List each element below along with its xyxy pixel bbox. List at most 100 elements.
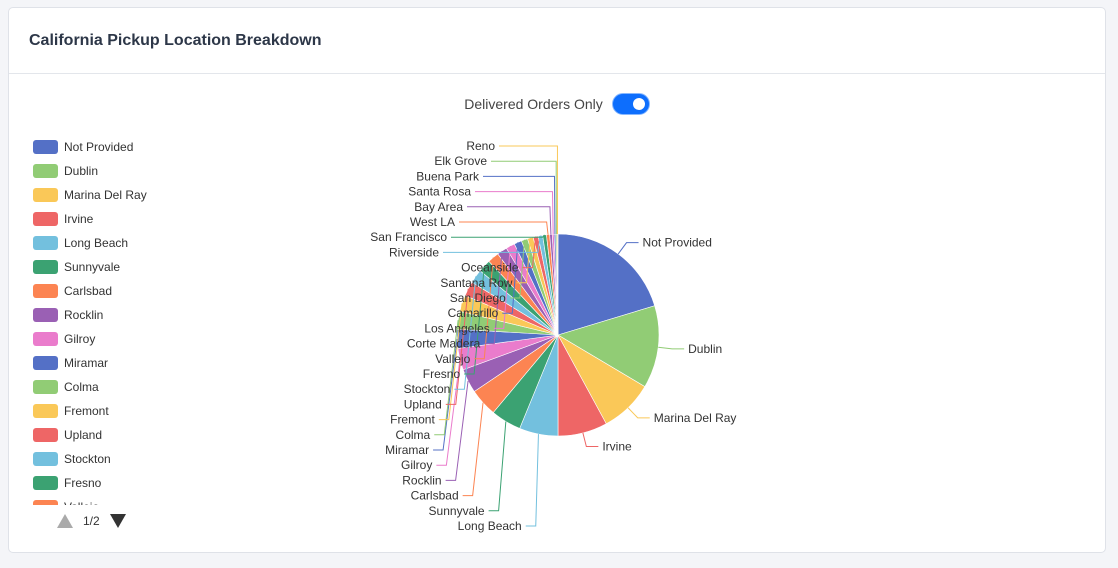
- slice-label: Sunnyvale: [429, 504, 485, 518]
- label-line: [462, 402, 484, 497]
- label-line: [627, 407, 650, 419]
- toggle-row: Delivered Orders Only: [9, 93, 1105, 115]
- delivered-only-toggle[interactable]: [611, 93, 650, 115]
- legend-label: Colma: [64, 380, 99, 394]
- slice-label: Elk Grove: [434, 154, 487, 168]
- legend-swatch: [33, 212, 58, 226]
- label-line: [459, 221, 549, 235]
- legend-label: Irvine: [64, 212, 94, 226]
- legend-label: Miramar: [64, 356, 108, 370]
- slice-label: Stockton: [404, 382, 451, 396]
- legend-swatch: [33, 332, 58, 346]
- pie-chart: Not Provided Dublin Marina Del Ray Irvine Lo…: [370, 139, 736, 533]
- legend-item[interactable]: Dublin: [33, 159, 233, 183]
- legend-pager: 1/2: [57, 514, 126, 528]
- card-title: California Pickup Location Breakdown: [29, 31, 322, 49]
- legend-item[interactable]: Miramar: [33, 351, 233, 375]
- legend-item[interactable]: Fremont: [33, 399, 233, 423]
- legend-item[interactable]: Marina Del Ray: [33, 183, 233, 207]
- slice-label: Camarillo: [448, 306, 499, 320]
- label-line: [617, 242, 639, 255]
- label-line: [658, 346, 685, 350]
- slice-label: Buena Park: [416, 169, 480, 183]
- label-line: [474, 257, 494, 360]
- chart-legend: Not Provided Dublin Marina Del Ray Irvine Lo…: [33, 135, 233, 505]
- legend-label: Vallejo: [64, 500, 99, 505]
- label-line: [491, 160, 557, 235]
- label-line: [475, 191, 554, 235]
- legend-swatch: [33, 308, 58, 322]
- legend-item[interactable]: Colma: [33, 375, 233, 399]
- legend-swatch: [33, 404, 58, 418]
- legend-item[interactable]: Gilroy: [33, 327, 233, 351]
- slice-label: Los Angeles: [424, 321, 489, 335]
- legend-label: Long Beach: [64, 236, 129, 250]
- legend-page-indicator: 1/2: [83, 514, 100, 528]
- slice-label: Oceanside: [461, 261, 519, 275]
- label-line: [502, 242, 519, 314]
- slice-label: Vallejo: [435, 352, 470, 366]
- slice-label: Miramar: [385, 443, 429, 457]
- slice-label: Bay Area: [414, 200, 463, 214]
- label-line: [467, 206, 552, 235]
- legend-item[interactable]: Not Provided: [33, 135, 233, 159]
- pie-slice[interactable]: [557, 233, 656, 336]
- legend-swatch: [33, 356, 58, 370]
- label-line: [484, 250, 503, 345]
- slice-label: Fresno: [423, 367, 461, 381]
- label-line: [488, 421, 507, 512]
- legend-label: Fremont: [64, 404, 109, 418]
- legend-swatch: [33, 500, 58, 505]
- legend-label: Sunnyvale: [64, 260, 121, 274]
- pie-slice[interactable]: [557, 305, 660, 388]
- legend-swatch: [33, 452, 58, 466]
- legend-item[interactable]: Sunnyvale: [33, 255, 233, 279]
- label-line: [522, 236, 537, 269]
- toggle-knob: [632, 98, 645, 110]
- slice-label: Upland: [404, 397, 442, 411]
- slice-label: Not Provided: [643, 236, 712, 250]
- legend-item[interactable]: Upland: [33, 423, 233, 447]
- label-line: [434, 320, 459, 436]
- label-line: [483, 175, 556, 235]
- label-line: [499, 145, 559, 235]
- legend-label: Gilroy: [64, 332, 96, 346]
- label-line: [582, 432, 599, 447]
- label-line: [438, 303, 463, 421]
- legend-swatch: [33, 380, 58, 394]
- legend-item[interactable]: Long Beach: [33, 231, 233, 255]
- label-line: [493, 245, 511, 329]
- slice-label: Dublin: [688, 342, 722, 356]
- slice-label: West LA: [410, 215, 455, 229]
- label-line: [464, 265, 485, 375]
- legend-item[interactable]: Vallejo: [33, 495, 233, 505]
- toggle-label: Delivered Orders Only: [464, 96, 603, 112]
- legend-next-page-icon[interactable]: [109, 514, 126, 528]
- legend-item[interactable]: Carlsbad: [33, 279, 233, 303]
- legend-swatch: [33, 476, 58, 490]
- label-line: [451, 234, 545, 238]
- label-line: [525, 434, 539, 527]
- legend-label: Rocklin: [64, 308, 104, 322]
- slice-label: Reno: [466, 139, 495, 153]
- slice-label: Fremont: [390, 413, 435, 427]
- slice-label: Carlsbad: [411, 489, 459, 503]
- legend-label: Stockton: [64, 452, 111, 466]
- chart-card: California Pickup Location Breakdown Del…: [8, 7, 1106, 553]
- legend-label: Upland: [64, 428, 103, 442]
- slice-label: Long Beach: [458, 519, 522, 533]
- slice-label: Santa Rosa: [408, 185, 471, 199]
- legend-item[interactable]: Stockton: [33, 447, 233, 471]
- label-line: [445, 380, 469, 481]
- legend-item[interactable]: Fresno: [33, 471, 233, 495]
- legend-item[interactable]: Irvine: [33, 207, 233, 231]
- legend-prev-page-icon[interactable]: [57, 514, 73, 528]
- legend-item[interactable]: Rocklin: [33, 303, 233, 327]
- label-line: [433, 338, 458, 451]
- label-line: [443, 235, 541, 253]
- legend-label: Fresno: [64, 476, 102, 490]
- legend-swatch: [33, 188, 58, 202]
- legend-swatch: [33, 284, 58, 298]
- label-line: [509, 239, 525, 299]
- legend-swatch: [33, 236, 58, 250]
